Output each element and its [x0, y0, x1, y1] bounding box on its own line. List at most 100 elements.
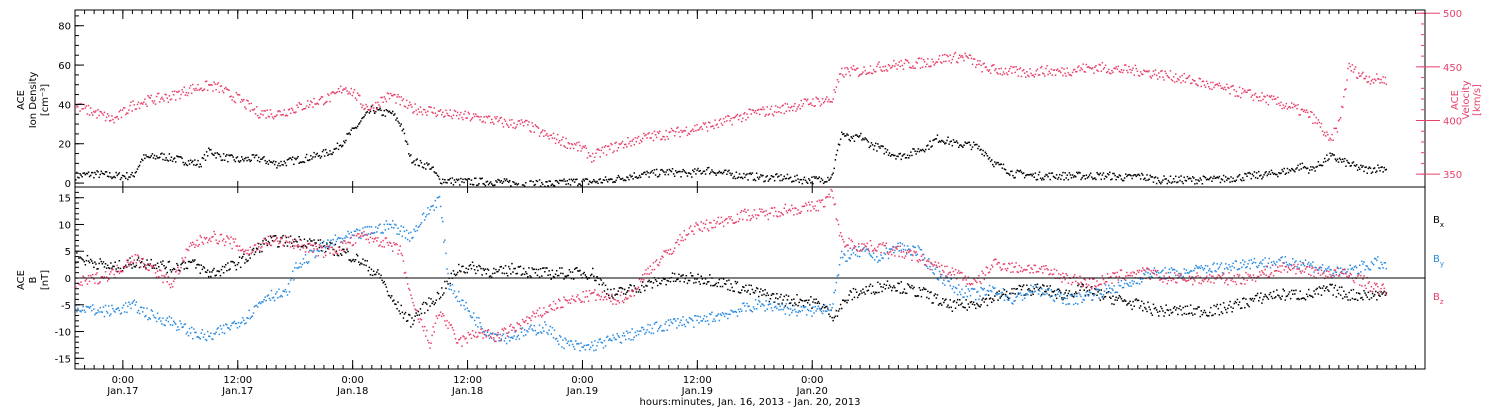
- field-point: [1134, 299, 1137, 301]
- field-point: [808, 299, 810, 301]
- velocity-point: [349, 93, 351, 95]
- density-point: [1319, 164, 1322, 166]
- velocity-point: [261, 110, 263, 112]
- field-point: [148, 264, 150, 267]
- velocity-point: [891, 66, 893, 69]
- field-point: [1084, 295, 1087, 297]
- field-point: [666, 329, 668, 331]
- field-point: [950, 278, 952, 280]
- velocity-point: [429, 106, 431, 108]
- field-point: [1016, 288, 1018, 290]
- field-point: [529, 326, 531, 328]
- field-point: [398, 310, 400, 312]
- field-point: [365, 264, 367, 267]
- field-point: [1377, 291, 1379, 294]
- field-point: [479, 322, 481, 324]
- field-point: [156, 262, 159, 264]
- field-point: [642, 281, 644, 283]
- density-point: [1116, 176, 1118, 178]
- density-point: [448, 179, 450, 181]
- field-point: [722, 278, 725, 280]
- density-point: [1125, 173, 1127, 175]
- field-point: [320, 249, 323, 252]
- velocity-point: [521, 121, 524, 124]
- velocity-point: [1379, 82, 1381, 84]
- field-point: [301, 245, 304, 248]
- field-point: [620, 342, 623, 344]
- field-point: [349, 237, 351, 239]
- field-point: [342, 248, 344, 251]
- field-point: [246, 317, 248, 319]
- field-point: [488, 275, 491, 278]
- field-point: [1136, 299, 1139, 302]
- velocity-point: [1133, 74, 1135, 76]
- field-point: [688, 279, 691, 282]
- field-point: [668, 324, 671, 327]
- field-point: [1113, 285, 1115, 287]
- velocity-point: [1313, 113, 1315, 116]
- velocity-point: [528, 121, 530, 123]
- field-point: [292, 270, 294, 273]
- field-point: [843, 299, 845, 302]
- field-point: [1260, 292, 1262, 294]
- field-point: [738, 311, 741, 313]
- density-point: [155, 155, 158, 157]
- density-point: [246, 159, 248, 162]
- field-point: [214, 275, 216, 277]
- density-point: [356, 125, 359, 127]
- field-point: [754, 290, 757, 292]
- field-point: [813, 298, 815, 301]
- field-point: [1175, 309, 1177, 311]
- density-point: [706, 167, 709, 169]
- density-point: [235, 157, 238, 159]
- velocity-point: [1059, 70, 1061, 72]
- field-point: [1225, 308, 1227, 311]
- field-point: [173, 322, 176, 324]
- field-point: [446, 268, 448, 270]
- velocity-point: [272, 117, 275, 120]
- field-point: [83, 260, 85, 263]
- density-point: [366, 111, 368, 113]
- density-point: [617, 174, 620, 177]
- field-point: [87, 260, 90, 262]
- field-point: [903, 244, 906, 247]
- field-point: [706, 281, 709, 283]
- field-point: [1368, 268, 1371, 271]
- field-point: [1155, 271, 1158, 274]
- field-point: [1230, 269, 1232, 272]
- velocity-point: [630, 145, 632, 147]
- field-point: [1378, 294, 1380, 297]
- field-point: [168, 260, 171, 263]
- field-point: [1205, 271, 1208, 274]
- field-point: [1030, 294, 1032, 296]
- field-point: [317, 250, 320, 252]
- field-point: [570, 277, 573, 280]
- field-point: [521, 273, 524, 275]
- field-point: [1162, 269, 1164, 271]
- density-point: [1147, 179, 1149, 181]
- density-point: [677, 171, 679, 173]
- field-point: [598, 338, 600, 341]
- field-point: [1164, 267, 1166, 269]
- density-point: [699, 169, 701, 172]
- velocity-point: [901, 64, 904, 67]
- field-point: [847, 299, 849, 302]
- field-point: [113, 310, 115, 312]
- velocity-point: [472, 113, 475, 115]
- field-point: [1384, 262, 1387, 264]
- field-point: [603, 290, 606, 292]
- field-point: [941, 273, 943, 276]
- density-point: [673, 175, 676, 177]
- velocity-point: [1015, 66, 1017, 68]
- velocity-point: [1222, 88, 1225, 90]
- field-point: [489, 332, 492, 335]
- velocity-point: [1123, 64, 1126, 66]
- field-point: [739, 308, 742, 310]
- density-point: [149, 156, 151, 159]
- density-point: [494, 184, 496, 186]
- density-point: [733, 175, 735, 178]
- density-point: [878, 145, 880, 148]
- field-point: [1236, 268, 1239, 271]
- field-point: [1119, 284, 1122, 287]
- density-point: [1268, 171, 1271, 173]
